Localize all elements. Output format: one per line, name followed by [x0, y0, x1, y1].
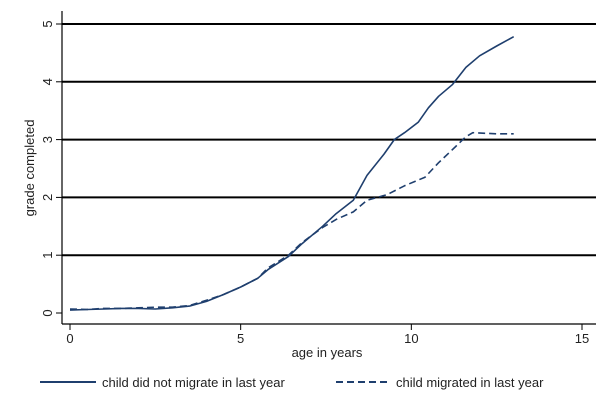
y-axis-title: grade completed	[22, 120, 37, 217]
axes	[61, 11, 596, 325]
y-tick-label: 2	[40, 194, 55, 201]
y-tick-label: 5	[40, 20, 55, 27]
x-axis-title: age in years	[292, 345, 363, 360]
y-axis-ticks: 0 1 2 3 4 5	[40, 20, 62, 317]
x-axis-ticks: 0 5 10 15	[66, 324, 589, 346]
x-tick-label: 15	[575, 331, 589, 346]
legend-label-migrated: child migrated in last year	[396, 375, 544, 390]
x-tick-label: 0	[66, 331, 73, 346]
gridlines	[62, 23, 596, 257]
legend-label-not-migrated: child did not migrate in last year	[102, 375, 285, 390]
y-tick-label: 4	[40, 78, 55, 85]
y-tick-label: 1	[40, 252, 55, 259]
y-tick-label: 3	[40, 136, 55, 143]
series-line-migrated	[69, 131, 514, 311]
y-tick-label: 0	[40, 309, 55, 316]
x-tick-label: 5	[237, 331, 244, 346]
data-series	[69, 35, 515, 311]
series-line-not-migrated	[69, 35, 515, 311]
legend: child did not migrate in last year child…	[40, 375, 544, 390]
x-tick-label: 10	[404, 331, 418, 346]
